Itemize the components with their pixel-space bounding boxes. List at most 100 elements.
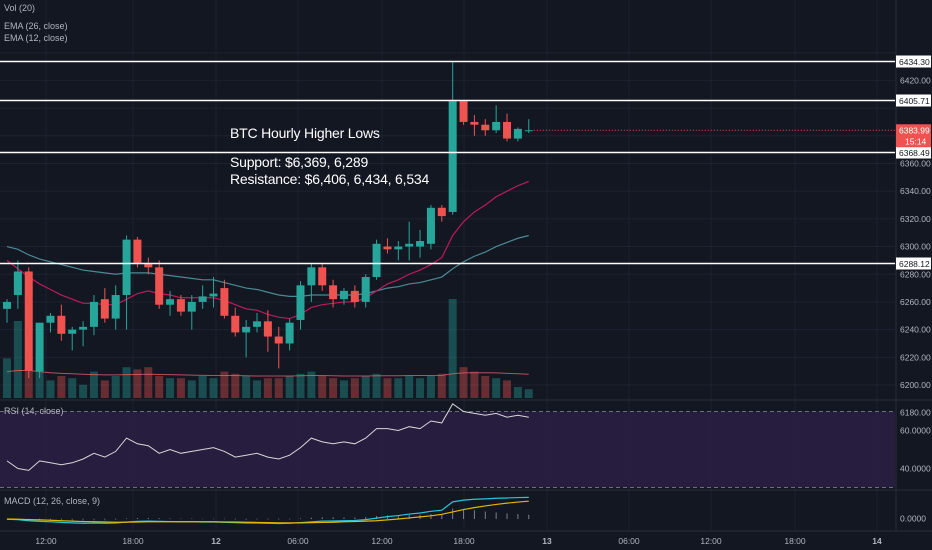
candle-body — [35, 322, 44, 372]
time-label: 12 — [211, 536, 221, 546]
candle-body — [274, 336, 283, 344]
candle-body — [459, 101, 468, 122]
candle-body — [513, 128, 522, 139]
volume-bar — [437, 373, 446, 398]
time-label: 12:00 — [700, 536, 722, 546]
candle-body — [437, 207, 446, 217]
candle-body — [122, 239, 131, 296]
price-tick-label: 6300.00 — [900, 242, 931, 252]
price-tick-label: 6180.00 — [900, 408, 931, 418]
price-tick-label: 6240.00 — [900, 325, 931, 335]
volume-bar — [318, 376, 327, 398]
legend-ema12[interactable]: EMA (12, close) — [4, 33, 68, 43]
candle-body — [524, 130, 533, 132]
macd-line — [6, 496, 529, 525]
volume-bar — [372, 373, 381, 398]
level-label-bg-0 — [896, 55, 931, 68]
volume-bar — [503, 380, 512, 398]
candle-body — [405, 243, 414, 247]
candle-body — [481, 124, 490, 131]
price-tick-label: 6360.00 — [900, 158, 931, 168]
candle-body — [285, 322, 294, 344]
candle-body — [296, 285, 305, 320]
candle-body — [253, 321, 262, 327]
volume-bar — [296, 373, 305, 398]
legend-vol[interactable]: Vol (20) — [4, 3, 36, 13]
volume-bar — [24, 371, 33, 398]
rsi-band-fill — [0, 411, 895, 488]
volume-bar — [263, 378, 272, 398]
countdown-label: 15:14 — [905, 136, 927, 146]
rsi-tick-label: 40.0000 — [900, 464, 931, 474]
candle-body — [176, 299, 185, 312]
volume-bar — [198, 376, 207, 398]
candle-body — [426, 207, 435, 244]
macd-label[interactable]: MACD (12, 26, close, 9) — [4, 496, 101, 506]
level-label-2: 6368.49 — [899, 148, 930, 158]
candle-body — [111, 295, 120, 319]
level-label-0: 6434.30 — [899, 57, 930, 67]
volume-bar — [166, 378, 175, 398]
volume-bar — [176, 378, 185, 398]
volume-bars — [3, 299, 533, 398]
volume-bar — [481, 376, 490, 398]
volume-bar — [57, 376, 66, 398]
rsi-band — [0, 411, 895, 488]
volume-bar — [394, 378, 403, 398]
annotation-support: Support: $6,369, 6,289 — [230, 154, 369, 170]
volume-bar — [35, 365, 44, 398]
price-tick-label: 6220.00 — [900, 352, 931, 362]
candle-body — [448, 101, 457, 212]
annotation-title: BTC Hourly Higher Lows — [230, 125, 380, 141]
volume-bar — [111, 376, 120, 398]
candle-body — [372, 243, 381, 278]
legend-ema26[interactable]: EMA (26, close) — [4, 21, 68, 31]
volume-bar — [89, 371, 98, 398]
volume-bar — [100, 380, 109, 398]
rsi-tick-label: 60.0000 — [900, 426, 931, 436]
volume-bar — [383, 378, 392, 398]
volume-bar — [209, 378, 218, 398]
macd-lines — [6, 496, 530, 525]
candle-body — [13, 271, 22, 296]
rsi-label[interactable]: RSI (14, close) — [4, 406, 64, 416]
volume-bar — [448, 299, 457, 398]
volume-bar — [242, 376, 251, 398]
annotation-text[interactable]: BTC Hourly Higher Lows Support: $6,369, … — [230, 125, 429, 188]
time-label: 12:00 — [371, 536, 393, 546]
price-tick-label: 6280.00 — [900, 269, 931, 279]
volume-bar — [329, 378, 338, 398]
time-axis[interactable]: 12:00 18:00 12 06:00 12:00 18:00 13 06:00 12:00 1… — [35, 536, 882, 546]
candle-body — [470, 121, 479, 125]
volume-ma-line — [6, 370, 529, 377]
candle-body — [166, 299, 175, 305]
time-label: 18:00 — [453, 536, 475, 546]
candle-body — [79, 326, 88, 330]
candle-body — [89, 301, 98, 327]
level-label-bg-3 — [896, 257, 931, 270]
candle-body — [307, 267, 316, 286]
time-label: 06:00 — [618, 536, 640, 546]
level-label-bg-2 — [896, 146, 931, 159]
time-label: 13 — [542, 536, 552, 546]
volume-bar — [79, 384, 88, 398]
time-label: 18:00 — [122, 536, 144, 546]
candle-body — [24, 271, 33, 372]
volume-bar — [513, 387, 522, 398]
candle-body — [492, 121, 501, 131]
current-price-bg — [896, 124, 931, 148]
ema26-line — [6, 234, 529, 298]
level-lines[interactable]: 6434.30 6405.71 6368.49 6288.12 — [0, 55, 931, 270]
candle-body — [329, 285, 338, 300]
candlesticks — [3, 61, 533, 379]
candle-body — [68, 329, 77, 334]
volume-bar — [231, 373, 240, 398]
candle-body — [220, 288, 229, 316]
candle-body — [350, 290, 359, 302]
candle-body — [3, 301, 11, 309]
price-tick-label: 6200.00 — [900, 380, 931, 390]
volume-bar — [524, 389, 533, 398]
candle-body — [503, 121, 512, 139]
